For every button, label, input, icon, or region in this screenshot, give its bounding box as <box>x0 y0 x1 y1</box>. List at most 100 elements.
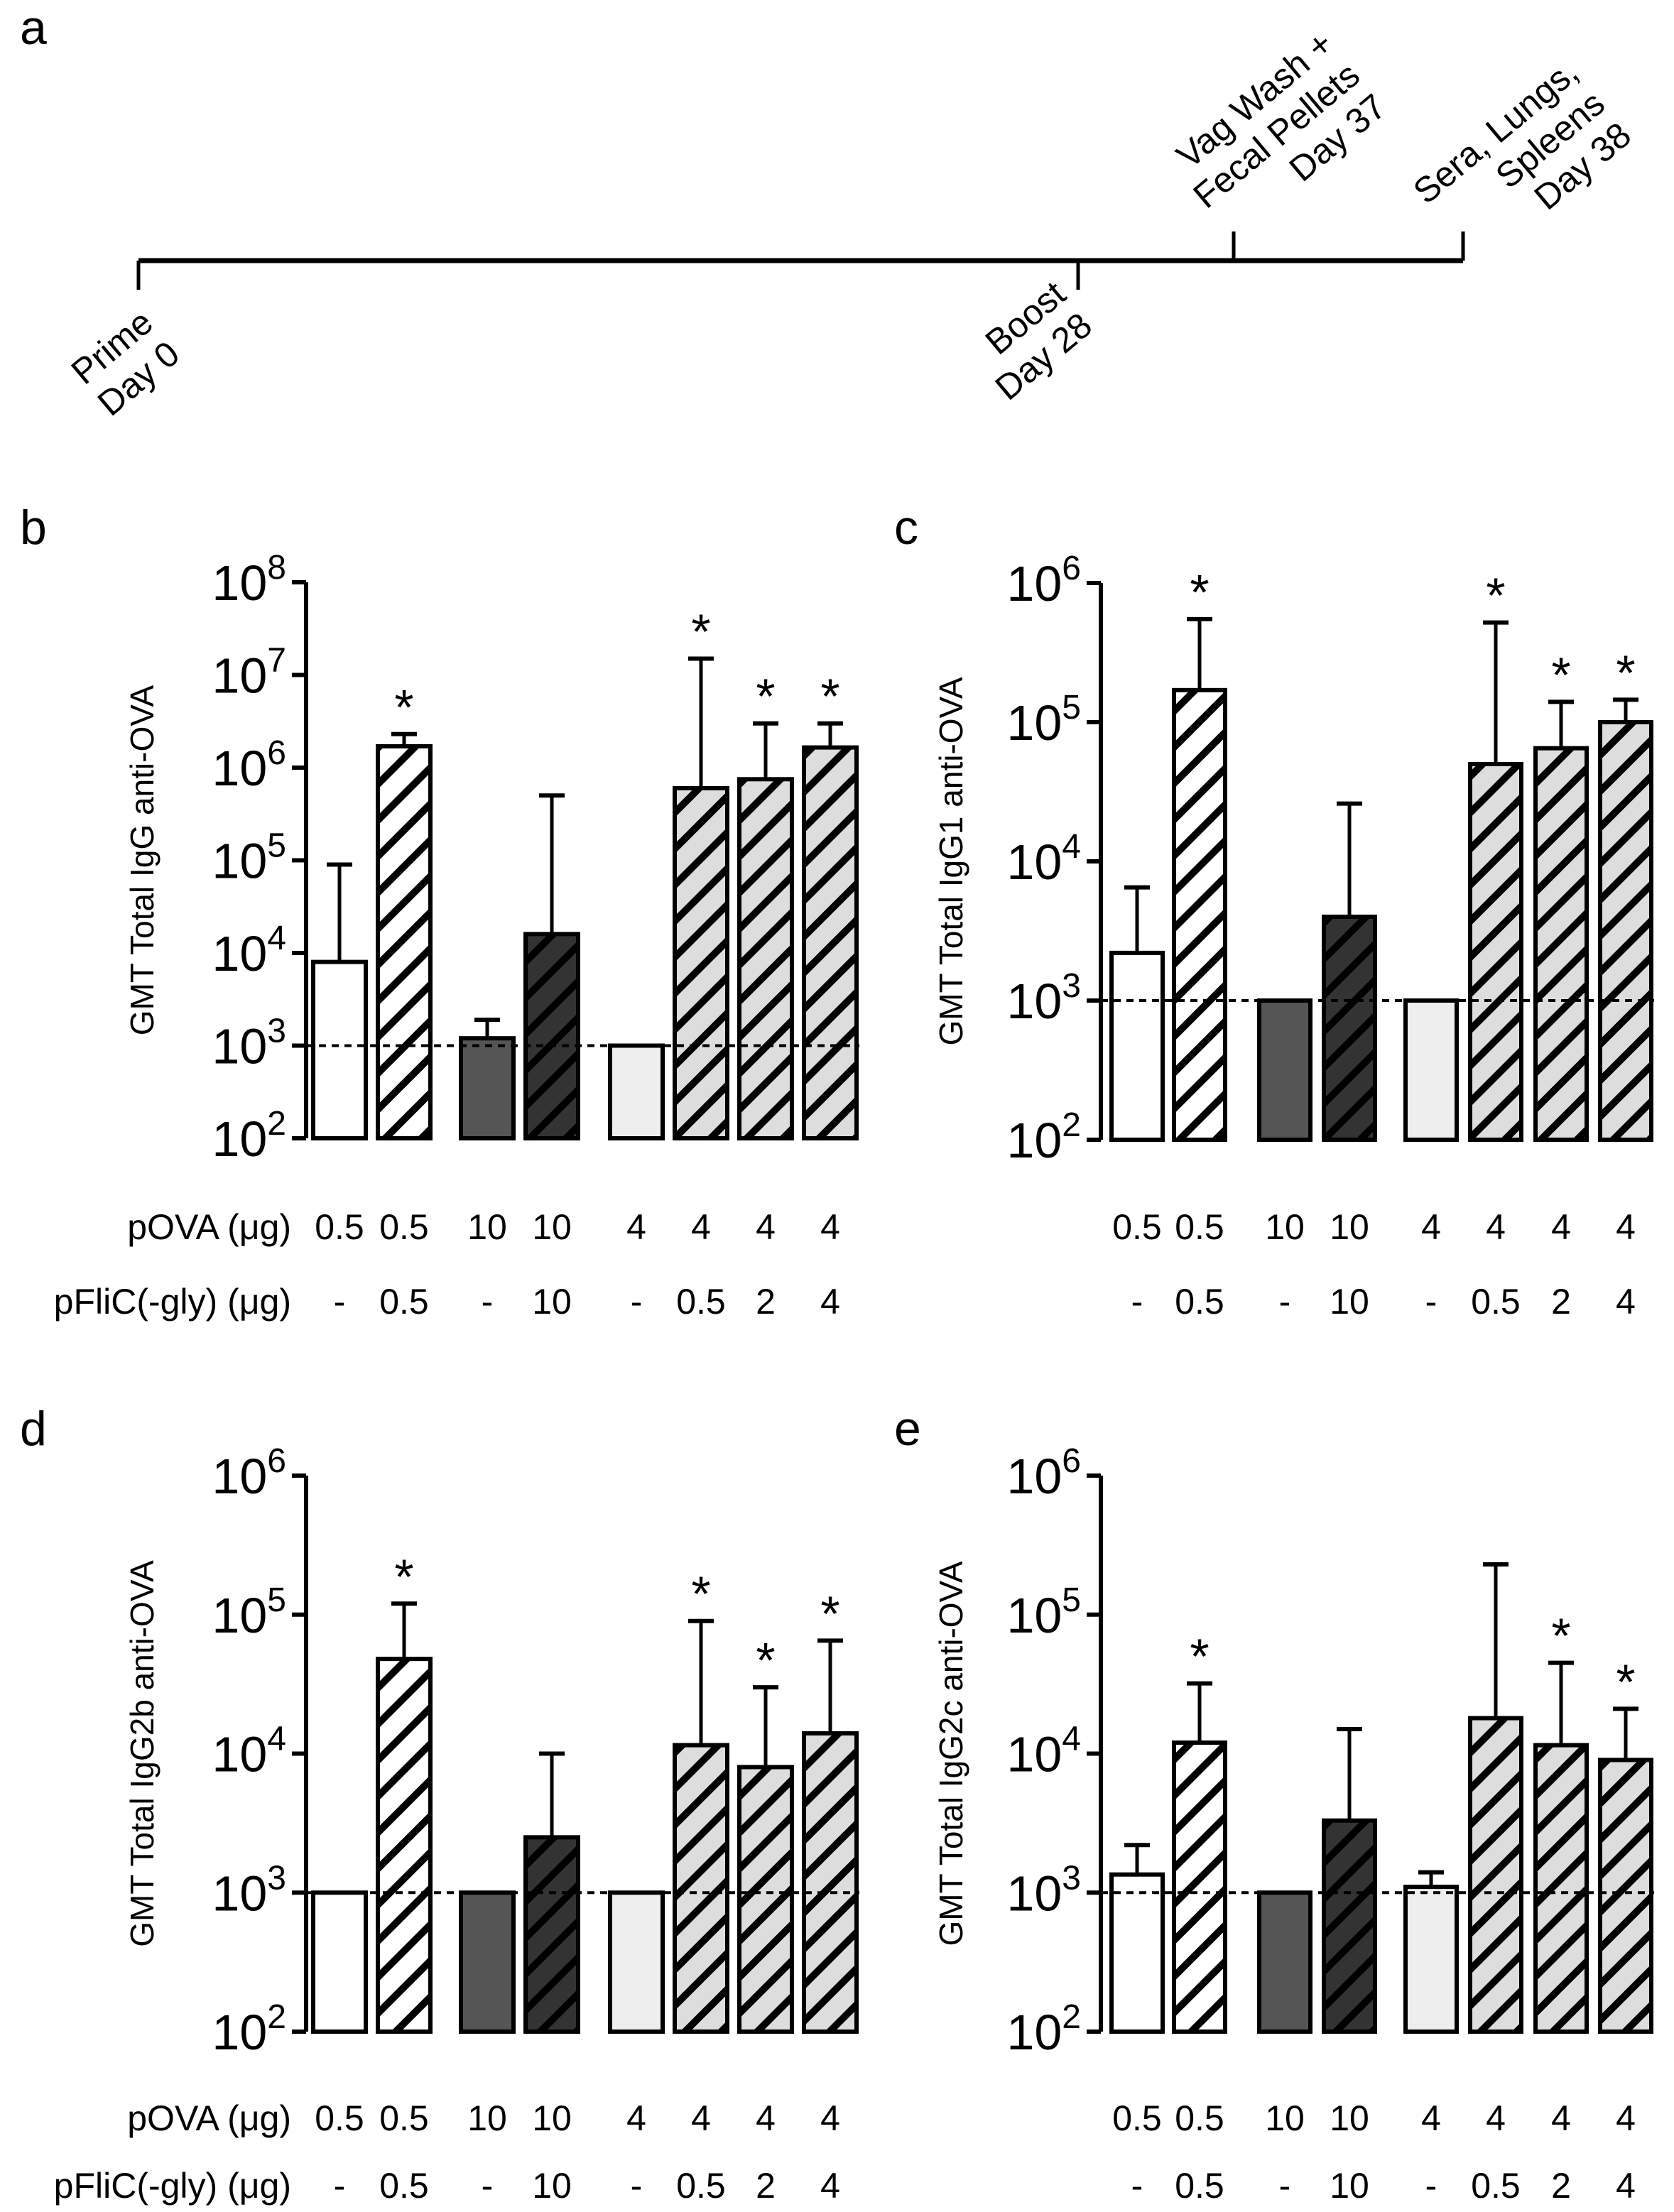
panel-label-a: a <box>20 1 47 55</box>
povA-dose: 4 <box>1486 1207 1506 1247</box>
bar <box>313 1892 366 2032</box>
y-axis-label: GMT Total IgG1 anti-OVA <box>933 677 969 1045</box>
bar-hatch <box>1536 748 1587 1140</box>
y-tick-label: 103 <box>1006 967 1081 1029</box>
bar <box>1406 1001 1457 1140</box>
bar-hatch <box>1324 916 1375 1140</box>
pflic-dose: 2 <box>1551 2166 1571 2206</box>
povA-dose: 10 <box>1265 2098 1305 2138</box>
significance-star: * <box>394 680 413 735</box>
y-axis-label: GMT Total IgG2c anti-OVA <box>933 1561 969 1946</box>
povA-dose: 10 <box>1265 1207 1305 1247</box>
povA-dose: 0.5 <box>1175 2098 1224 2138</box>
y-tick-label: 106 <box>212 734 286 796</box>
pflic-dose: 0.5 <box>1471 1282 1521 1322</box>
povA-dose: 10 <box>467 1207 507 1247</box>
povA-dose: 0.5 <box>379 2098 429 2138</box>
y-axis-label: GMT Total IgG anti-OVA <box>124 685 161 1035</box>
bar <box>1259 1001 1310 1140</box>
panel-label-b: b <box>20 501 47 555</box>
bar-hatch <box>378 746 430 1138</box>
y-tick-label: 105 <box>1006 1581 1081 1643</box>
povA-dose: 4 <box>1486 2098 1506 2138</box>
pflic-dose: 4 <box>820 1282 840 1322</box>
povA-dose: 4 <box>1421 1207 1441 1247</box>
pflic-dose: 4 <box>1616 2166 1636 2206</box>
povA-dose: 4 <box>756 1207 776 1247</box>
povA-dose: 4 <box>1421 2098 1441 2138</box>
bar-hatch <box>526 934 578 1138</box>
significance-star: * <box>691 1567 710 1622</box>
bar-hatch <box>1324 1820 1375 2032</box>
bar-hatch <box>526 1837 578 2032</box>
povA-row-label: pOVA (μg) <box>127 1207 291 1247</box>
povA-dose: 10 <box>1330 1207 1369 1247</box>
bar-outline <box>608 1890 665 2034</box>
y-tick-label: 103 <box>212 1013 286 1074</box>
panel-label-d: d <box>20 1402 47 1456</box>
povA-dose: 10 <box>532 1207 572 1247</box>
significance-star: * <box>1486 568 1505 623</box>
bar-hatch <box>1600 1760 1651 2032</box>
bar <box>1112 1874 1163 2032</box>
y-tick-label: 102 <box>212 1105 286 1167</box>
y-tick-label: 106 <box>212 1442 286 1504</box>
povA-dose: 4 <box>820 1207 840 1247</box>
povA-dose: 10 <box>467 2098 507 2138</box>
significance-star: * <box>1616 645 1635 700</box>
pflic-dose: - <box>1131 2166 1143 2206</box>
povA-dose: 0.5 <box>315 1207 364 1247</box>
pflic-dose: 4 <box>1616 1282 1636 1322</box>
pflic-dose: - <box>631 1282 643 1322</box>
pflic-dose: 0.5 <box>379 1282 429 1322</box>
pflic-dose: - <box>334 2166 346 2206</box>
bar-hatch <box>1470 1718 1521 2032</box>
pflic-dose: 2 <box>756 2166 776 2206</box>
pflic-row-label: pFliC(-gly) (μg) <box>54 2166 291 2206</box>
bar-hatch <box>675 1745 727 2032</box>
pflic-dose: 0.5 <box>676 2166 726 2206</box>
bar-hatch <box>804 747 857 1138</box>
bar <box>1406 1887 1457 2032</box>
significance-star: * <box>1190 1629 1209 1684</box>
y-tick-label: 103 <box>1006 1859 1081 1921</box>
significance-star: * <box>756 669 775 724</box>
povA-dose: 0.5 <box>1112 2098 1162 2138</box>
pflic-row-label: pFliC(-gly) (μg) <box>54 1282 291 1322</box>
povA-dose: 4 <box>691 2098 711 2138</box>
povA-dose: 0.5 <box>379 1207 429 1247</box>
significance-star: * <box>394 1549 413 1604</box>
pflic-dose: - <box>482 2166 494 2206</box>
povA-dose: 10 <box>1330 2098 1369 2138</box>
povA-dose: 4 <box>1551 2098 1571 2138</box>
bar-hatch <box>675 788 727 1138</box>
y-tick-label: 105 <box>1006 689 1081 751</box>
significance-star: * <box>1551 647 1570 702</box>
pflic-dose: - <box>1131 1282 1143 1322</box>
bar-outline <box>1403 998 1459 1142</box>
bar-hatch <box>1470 764 1521 1140</box>
significance-star: * <box>1551 1608 1570 1664</box>
significance-star: * <box>820 669 839 724</box>
y-tick-label: 104 <box>212 1721 286 1782</box>
pflic-dose: 10 <box>1330 2166 1369 2206</box>
pflic-dose: 0.5 <box>1175 1282 1224 1322</box>
significance-star: * <box>1190 565 1209 620</box>
y-tick-label: 104 <box>1006 828 1081 890</box>
significance-star: * <box>1616 1654 1635 1709</box>
pflic-dose: 2 <box>756 1282 776 1322</box>
pflic-dose: - <box>1425 1282 1437 1322</box>
povA-dose: 4 <box>1551 1207 1571 1247</box>
bar <box>461 1038 513 1138</box>
bar <box>610 1892 663 2032</box>
povA-dose: 4 <box>691 1207 711 1247</box>
y-tick-label: 106 <box>1006 550 1081 611</box>
pflic-dose: - <box>334 1282 346 1322</box>
pflic-dose: 2 <box>1551 1282 1571 1322</box>
